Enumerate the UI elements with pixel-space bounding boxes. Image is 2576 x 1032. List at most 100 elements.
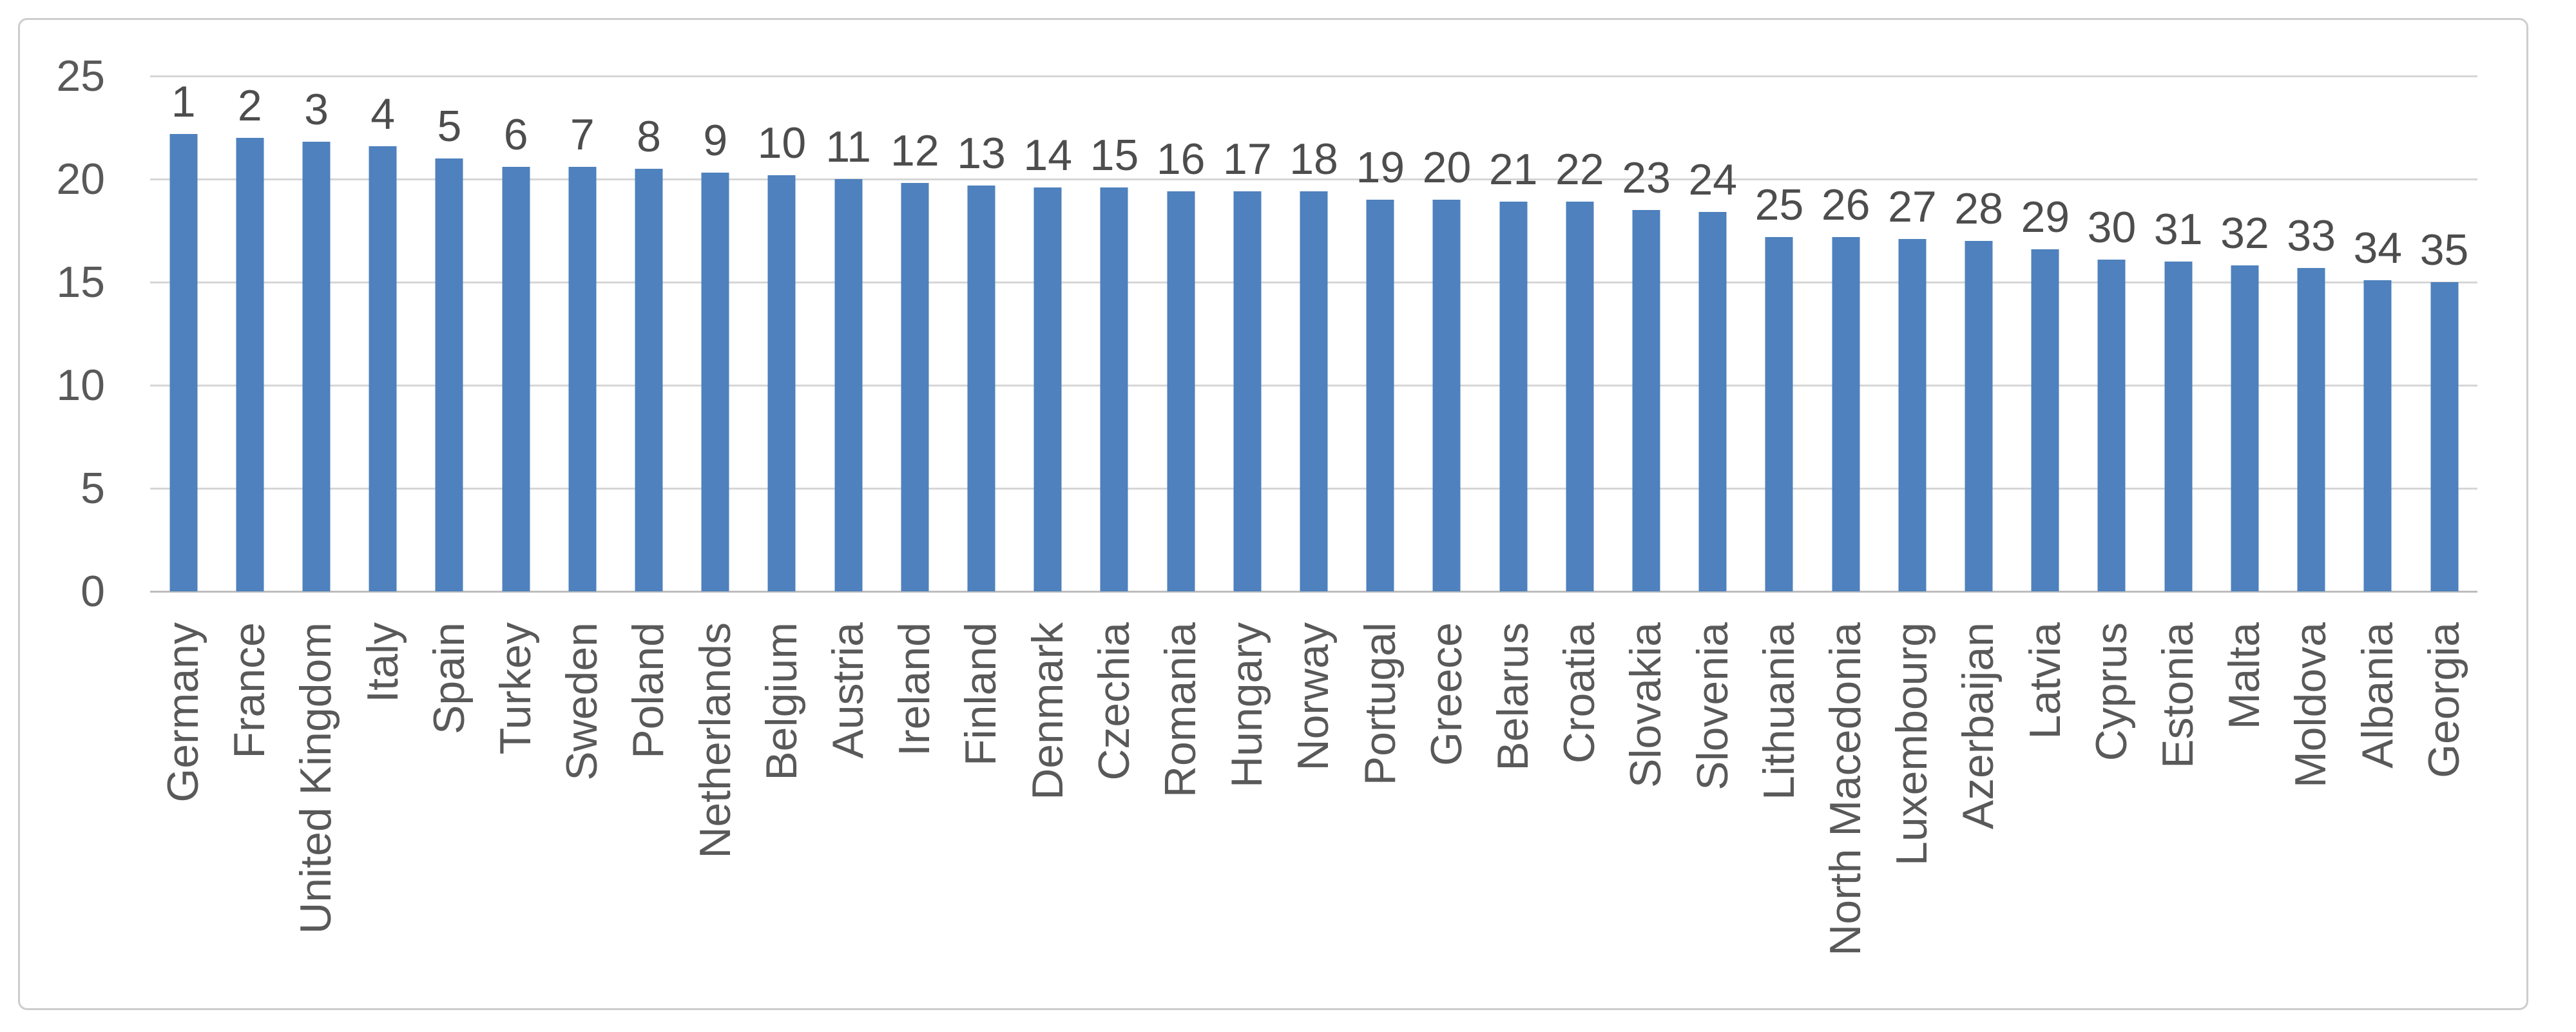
- bar-slot: 8: [615, 76, 682, 591]
- category-cell: Poland: [615, 622, 682, 983]
- category-cell: Ireland: [881, 622, 948, 983]
- bar-rank-label: 29: [2021, 192, 2070, 242]
- gridline: [150, 178, 2477, 180]
- bar-slot: 20: [1414, 76, 1480, 591]
- bar-rank-label: 15: [1090, 130, 1139, 180]
- bar-slot: 29: [2012, 76, 2079, 591]
- category-cell: Czechia: [1081, 622, 1148, 983]
- y-tick-label: 10: [56, 361, 105, 410]
- category-cell: Georgia: [2411, 622, 2477, 983]
- bar-slot: 1: [150, 76, 216, 591]
- bar-rank-label: 10: [757, 118, 807, 167]
- bar-rank-label: 6: [503, 110, 528, 159]
- category-cell: Moldova: [2278, 622, 2345, 983]
- category-cell: Spain: [416, 622, 483, 983]
- category-label: Greece: [1421, 622, 1471, 766]
- bar-slot: 2: [216, 76, 283, 591]
- bar-rank-label: 30: [2087, 202, 2137, 252]
- bar-sweden: [568, 166, 597, 591]
- bar-azerbaijan: [1965, 241, 1993, 591]
- bar-greece: [1432, 200, 1461, 591]
- category-cell: Italy: [350, 622, 416, 983]
- bar-rank-label: 19: [1356, 143, 1405, 192]
- category-cell: Romania: [1148, 622, 1214, 983]
- category-label: Latvia: [2020, 622, 2070, 740]
- bar-netherlands: [701, 173, 729, 591]
- bar-moldova: [2297, 267, 2325, 591]
- bar-slot: 17: [1214, 76, 1280, 591]
- category-cell: Malta: [2211, 622, 2278, 983]
- y-tick-label: 5: [81, 464, 105, 513]
- category-cell: Slovakia: [1613, 622, 1679, 983]
- bar-slot: 10: [749, 76, 815, 591]
- bar-rank-label: 11: [825, 122, 871, 171]
- category-cell: Latvia: [2012, 622, 2079, 983]
- category-label: France: [225, 622, 274, 759]
- category-cell: Hungary: [1214, 622, 1280, 983]
- bar-slot: 14: [1015, 76, 1081, 591]
- bar-rank-label: 12: [890, 126, 939, 176]
- bar-slot: 25: [1746, 76, 1812, 591]
- bar-spain: [435, 158, 463, 591]
- bar-slot: 32: [2211, 76, 2278, 591]
- bar-germany: [169, 133, 198, 591]
- bar-slot: 21: [1480, 76, 1546, 591]
- bar-belarus: [1499, 202, 1528, 591]
- category-cell: Sweden: [549, 622, 615, 983]
- bar-slot: 28: [1945, 76, 2012, 591]
- category-cell: Greece: [1414, 622, 1480, 983]
- category-cell: France: [216, 622, 283, 983]
- bar-ireland: [901, 183, 929, 591]
- bar-rank-label: 32: [2220, 209, 2269, 258]
- category-cell: Luxembourg: [1879, 622, 1945, 983]
- category-label: Slovenia: [1687, 622, 1737, 790]
- x-axis: Germany France United Kingdom Italy Spain Tur…: [150, 622, 2477, 983]
- bar-slot: 13: [948, 76, 1014, 591]
- category-label: Malta: [2220, 622, 2269, 730]
- bar-rank-label: 28: [1954, 184, 2003, 233]
- bar-slot: 33: [2278, 76, 2345, 591]
- category-label: Poland: [624, 622, 673, 759]
- bar-slovenia: [1698, 212, 1727, 591]
- bar-rank-label: 31: [2153, 205, 2203, 254]
- bar-france: [236, 138, 264, 591]
- bar-rank-label: 14: [1023, 130, 1073, 180]
- category-label: Spain: [424, 622, 474, 734]
- category-label: Portugal: [1355, 622, 1405, 786]
- bar-rank-label: 34: [2353, 223, 2403, 272]
- category-cell: Norway: [1280, 622, 1347, 983]
- bar-rank-label: 9: [703, 116, 728, 166]
- category-label: Slovakia: [1621, 622, 1671, 788]
- category-cell: Albania: [2345, 622, 2411, 983]
- category-label: Sweden: [557, 622, 607, 781]
- bar-norway: [1300, 191, 1328, 591]
- bar-belgium: [767, 175, 796, 591]
- bar-rank-label: 5: [437, 102, 462, 151]
- bar-romania: [1167, 191, 1195, 591]
- bar-poland: [635, 169, 663, 591]
- category-label: United Kingdom: [291, 622, 341, 934]
- category-label: Albania: [2352, 622, 2402, 769]
- bar-slot: 7: [549, 76, 615, 591]
- gridline: [150, 75, 2477, 77]
- category-label: Germany: [158, 622, 207, 803]
- bar-estonia: [2164, 262, 2193, 591]
- y-tick-label: 20: [56, 155, 105, 204]
- bar-rank-label: 1: [171, 77, 196, 126]
- category-label: Hungary: [1222, 622, 1272, 788]
- category-cell: North Macedonia: [1812, 622, 1879, 983]
- category-cell: Croatia: [1546, 622, 1613, 983]
- bar-rank-label: 26: [1821, 180, 1870, 229]
- bar-rank-label: 2: [237, 81, 262, 130]
- category-cell: Denmark: [1015, 622, 1081, 983]
- category-cell: Turkey: [483, 622, 549, 983]
- bar-rank-label: 18: [1289, 135, 1338, 184]
- bar-slot: 35: [2411, 76, 2477, 591]
- bar-rank-label: 16: [1156, 135, 1206, 184]
- bar-slot: 22: [1546, 76, 1613, 591]
- bar-slot: 9: [682, 76, 749, 591]
- category-cell: Finland: [948, 622, 1014, 983]
- bar-united-kingdom: [302, 142, 331, 591]
- bar-rank-label: 7: [570, 110, 595, 159]
